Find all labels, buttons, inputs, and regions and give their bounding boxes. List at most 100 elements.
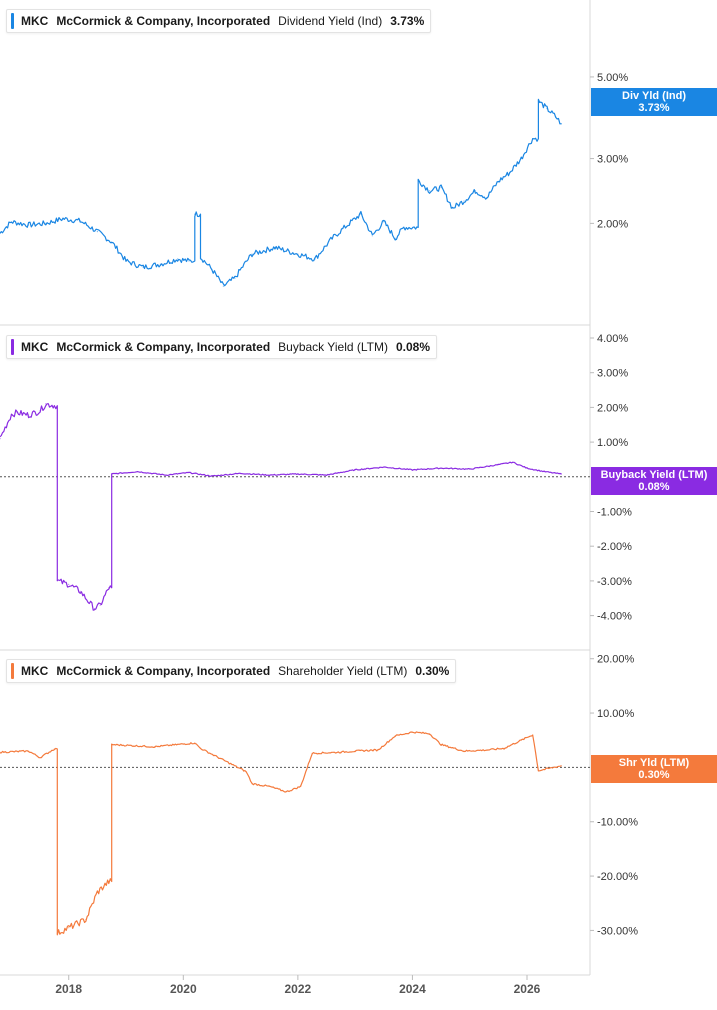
data-point [251, 783, 253, 785]
y-tick-label: -30.00% [597, 925, 638, 937]
data-point [111, 241, 113, 243]
data-point [268, 474, 270, 476]
y-tick-label: -2.00% [597, 541, 632, 553]
data-point [111, 744, 113, 746]
data-point [429, 190, 431, 192]
data-point [537, 770, 540, 772]
y-tick-label: -1.00% [597, 506, 632, 518]
data-point [360, 213, 362, 215]
data-point [532, 734, 534, 736]
data-point [463, 200, 465, 202]
data-point [108, 587, 110, 589]
data-point [537, 100, 540, 102]
data-point [96, 231, 98, 233]
y-tick-label: 4.00% [597, 333, 628, 345]
data-point [194, 742, 196, 744]
data-point [111, 473, 113, 475]
data-point [451, 207, 454, 209]
data-point [560, 123, 563, 125]
value-tag-value: 3.73% [638, 102, 670, 114]
data-point [314, 258, 316, 260]
y-tick-label: 2.00% [597, 218, 628, 230]
data-point [45, 403, 47, 405]
legend-metric: Shareholder Yield (LTM) [278, 664, 408, 678]
series-line [0, 403, 562, 611]
data-point [194, 213, 196, 215]
data-point [274, 246, 276, 249]
x-tick-label: 2026 [514, 982, 541, 996]
data-point [417, 179, 419, 181]
y-tick-label: 5.00% [597, 72, 628, 84]
data-point [85, 918, 87, 921]
data-point [560, 765, 563, 767]
x-tick-label: 2020 [170, 982, 197, 996]
data-point [68, 583, 70, 586]
y-tick-label: -3.00% [597, 576, 632, 588]
y-tick-label: 3.00% [597, 154, 628, 166]
value-tag-shareholder-yield: Shr Yld (LTM) 0.30% [591, 755, 717, 783]
data-point [211, 268, 213, 270]
value-tag-value: 0.30% [638, 769, 670, 781]
data-point [222, 285, 224, 287]
data-point [486, 197, 488, 199]
data-point [403, 226, 405, 228]
data-point [188, 472, 190, 474]
data-point [28, 750, 30, 752]
value-tag-value: 0.08% [638, 481, 670, 493]
data-point [325, 474, 328, 476]
data-point [354, 469, 356, 471]
legend-company: McCormick & Company, Incorporated [56, 14, 271, 28]
legend-swatch-shareholder [11, 663, 14, 679]
data-point [62, 218, 64, 220]
legend-ticker: MKC [21, 340, 49, 354]
data-point [297, 253, 299, 255]
x-tick-label: 2018 [55, 982, 82, 996]
data-point [377, 749, 379, 751]
legend-value: 3.73% [390, 14, 425, 28]
data-point [411, 731, 413, 733]
x-tick-label: 2024 [399, 982, 426, 996]
data-point [497, 180, 499, 182]
data-point [331, 237, 333, 239]
legend-metric: Dividend Yield (Ind) [278, 14, 383, 28]
y-tick-label: -10.00% [597, 817, 638, 829]
value-tag-buyback-yield: Buyback Yield (LTM) 0.08% [591, 467, 717, 495]
data-point [251, 253, 253, 255]
legend-buyback-yield[interactable]: MKC McCormick & Company, Incorporated Bu… [6, 335, 438, 359]
data-point [28, 414, 30, 416]
data-point [383, 221, 385, 223]
data-point [142, 266, 144, 268]
data-point [394, 237, 396, 239]
data-point [285, 791, 287, 793]
data-point [188, 260, 190, 262]
data-point [53, 748, 56, 750]
data-point [297, 473, 299, 475]
data-point [39, 757, 41, 759]
data-point [136, 471, 139, 473]
data-point [520, 158, 522, 160]
x-tick-label: 2022 [285, 982, 312, 996]
data-point [56, 932, 58, 934]
data-point [411, 469, 413, 471]
data-point [348, 222, 350, 224]
data-point [108, 880, 110, 883]
y-tick-label: 2.00% [597, 402, 628, 414]
data-point [0, 438, 1, 440]
data-point [469, 468, 471, 470]
data-point [53, 405, 56, 407]
data-point [463, 750, 465, 752]
legend-shareholder-yield[interactable]: MKC McCormick & Company, Incorporated Sh… [6, 659, 457, 683]
data-point [532, 138, 534, 140]
value-tag-dividend-yield: Div Yld (Ind) 3.73% [591, 88, 717, 116]
legend-ticker: MKC [21, 14, 49, 28]
legend-dividend-yield[interactable]: MKC McCormick & Company, Incorporated Di… [6, 9, 432, 33]
data-point [0, 232, 1, 234]
data-point [543, 471, 545, 473]
y-tick-label: 10.00% [597, 708, 635, 720]
data-point [45, 222, 47, 224]
legend-company: McCormick & Company, Incorporated [56, 664, 271, 678]
data-point [560, 473, 563, 475]
data-point [354, 750, 356, 752]
